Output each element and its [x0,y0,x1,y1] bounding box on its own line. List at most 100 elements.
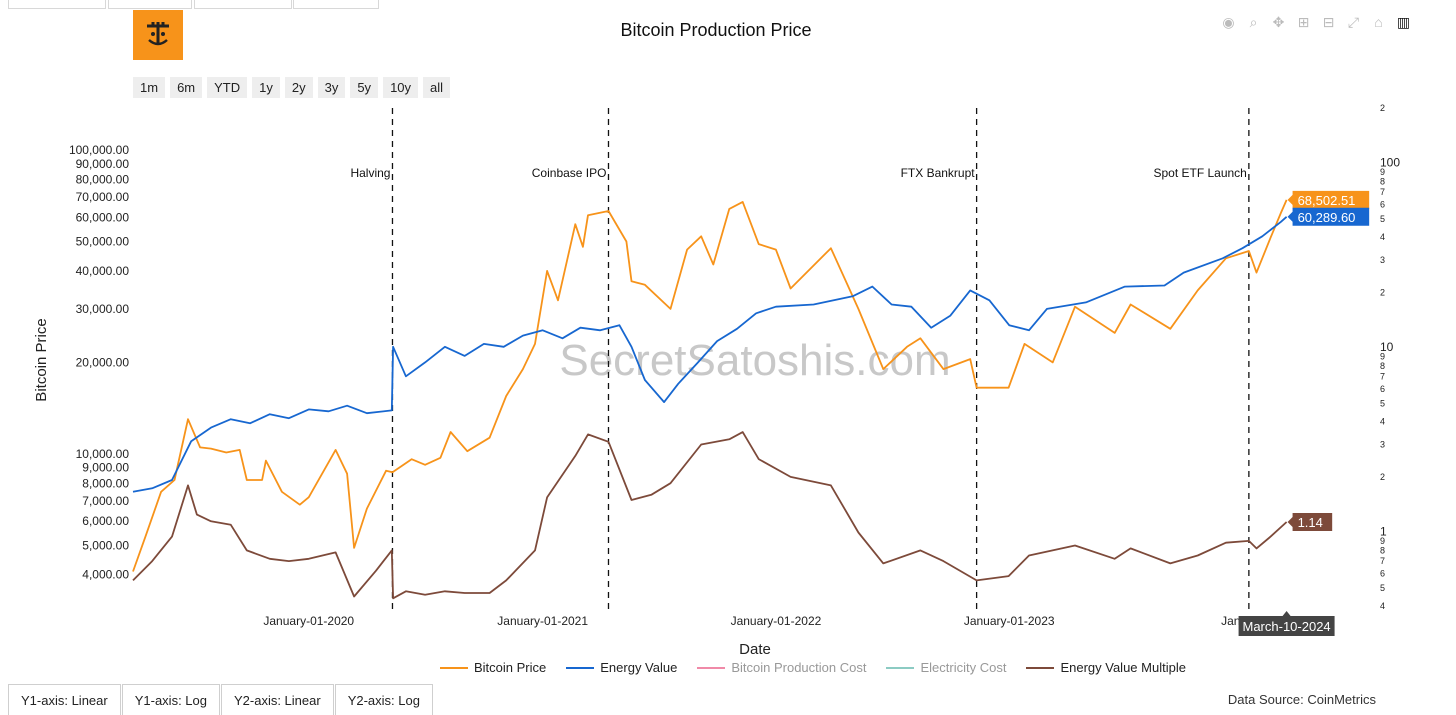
y2-tick-label: 5 [1380,583,1385,593]
y2-tick-label: 9 [1380,167,1385,177]
zoom-icon[interactable]: ⌕ [1249,13,1258,30]
y2-tick-label: 4 [1380,232,1385,242]
x-axis-title: Date [739,641,771,658]
zoom-in-icon[interactable]: ⊞ [1297,13,1310,30]
legend-swatch [1026,666,1055,669]
axis-scale-button[interactable]: Y1-axis: Log [121,684,220,715]
y2-tick-label: 5 [1380,214,1385,224]
legend-item[interactable]: Energy Value [566,660,677,675]
pan-icon[interactable]: ✥ [1272,13,1285,30]
legend-label: Electricity Cost [920,660,1007,675]
y1-tick-label: 20,000.00 [76,355,130,369]
legend-swatch [697,666,726,669]
range-button-3y[interactable]: 3y [317,77,346,98]
x-tick-label: January-01-2022 [731,614,822,628]
y1-tick-label: 6,000.00 [82,514,129,528]
y1-tick-label: 80,000.00 [76,172,130,186]
y2-tick-label: 7 [1380,372,1385,382]
y1-tick-label: 30,000.00 [76,302,130,316]
y2-tick-label: 9 [1380,351,1385,361]
y2-tick-label: 4 [1380,416,1385,426]
y1-tick-label: 100,000.00 [69,143,129,157]
y2-tick-label: 8 [1380,361,1385,371]
last-value-badge [1287,512,1333,531]
legend-swatch [566,666,595,669]
last-value-badge [1287,190,1370,209]
y2-tick-label: 8 [1380,545,1385,555]
reset-axes-icon[interactable]: ⌂ [1374,14,1383,30]
top-tab[interactable] [108,0,192,9]
y2-tick-label: 6 [1380,199,1385,209]
event-label: Coinbase IPO [532,166,607,180]
autoscale-icon[interactable]: ⤢ [1347,13,1360,30]
x-tick-label: January-01-2021 [497,614,588,628]
range-button-ytd[interactable]: YTD [207,77,248,98]
last-value-label: 1.14 [1298,515,1323,530]
y1-tick-label: 60,000.00 [76,210,130,224]
y2-tick-label: 8 [1380,176,1385,186]
last-value-label: 60,289.60 [1298,210,1356,225]
legend: Bitcoin Price Energy Value Bitcoin Product… [440,660,1186,675]
axis-scale-button[interactable]: Y1-axis: Linear [8,684,121,715]
y1-tick-label: 90,000.00 [76,157,130,171]
y2-tick-label: 100 [1380,156,1400,170]
y2-tick-label: 6 [1380,568,1385,578]
y2-tick-label: 9 [1380,536,1385,546]
range-button-6m[interactable]: 6m [170,77,203,98]
y1-tick-label: 4,000.00 [82,568,129,582]
y2-tick-label: 2 [1380,472,1385,482]
y1-tick-label: 10,000.00 [76,447,130,461]
legend-item[interactable]: Bitcoin Price [440,660,546,675]
hover-date-label: March-10-2024 [1243,619,1331,634]
y1-tick-label: 50,000.00 [76,234,130,248]
legend-item[interactable]: Energy Value Multiple [1026,660,1186,675]
zoom-out-icon[interactable]: ⊟ [1322,13,1335,30]
y2-tick-label: 5 [1380,399,1385,409]
modebar: ◉ ⌕ ✥ ⊞ ⊟ ⤢ ⌂ ▥ [1216,12,1416,32]
axis-scale-tabs: Y1-axis: Linear Y1-axis: Log Y2-axis: Line… [8,684,434,715]
range-button-all[interactable]: all [423,77,451,98]
top-tab[interactable] [194,0,292,9]
range-selector: 1m 6m YTD 1y 2y 3y 5y 10y all [133,77,451,98]
series-line [132,216,1288,493]
y1-tick-label: 5,000.00 [82,538,129,552]
legend-label: Bitcoin Price [474,660,547,675]
event-label: Spot ETF Launch [1153,166,1246,180]
range-button-2y[interactable]: 2y [284,77,313,98]
legend-label: Bitcoin Production Cost [731,660,867,675]
plotly-logo-icon[interactable]: ▥ [1396,13,1411,30]
y2-tick-label: 10 [1380,340,1394,354]
x-tick-label: January-01-2023 [964,614,1055,628]
series-line [132,199,1288,572]
y2-tick-label: 2 [1380,103,1385,113]
data-source: Data Source: CoinMetrics [1227,692,1376,707]
axis-scale-button[interactable]: Y2-axis: Linear [220,684,334,715]
camera-icon[interactable]: ◉ [1222,13,1235,30]
legend-item[interactable]: Bitcoin Production Cost [697,660,866,675]
y1-tick-label: 7,000.00 [82,494,129,508]
y1-tick-label: 9,000.00 [82,461,129,475]
range-button-10y[interactable]: 10y [383,77,419,98]
range-button-1y[interactable]: 1y [252,77,280,98]
last-value-label: 68,502.51 [1298,193,1356,208]
y2-tick-label: 3 [1380,255,1385,265]
y1-tick-label: 8,000.00 [82,476,129,490]
y2-tick-label: 2 [1380,287,1385,297]
series-line [132,431,1288,600]
range-button-1m[interactable]: 1m [133,77,166,98]
y2-tick-label: 6 [1380,384,1385,394]
last-value-badge [1287,207,1370,226]
event-label: Halving [350,166,390,180]
y2-tick-label: 1 [1380,524,1387,538]
legend-swatch [886,666,915,669]
y1-tick-label: 70,000.00 [76,190,130,204]
axis-scale-button[interactable]: Y2-axis: Log [334,684,433,715]
range-button-5y[interactable]: 5y [350,77,379,98]
legend-label: Energy Value Multiple [1060,660,1186,675]
legend-item[interactable]: Electricity Cost [886,660,1006,675]
top-tab[interactable] [293,0,379,9]
y2-tick-label: 3 [1380,439,1385,449]
y2-tick-label: 7 [1380,556,1385,566]
top-tab[interactable] [8,0,106,9]
